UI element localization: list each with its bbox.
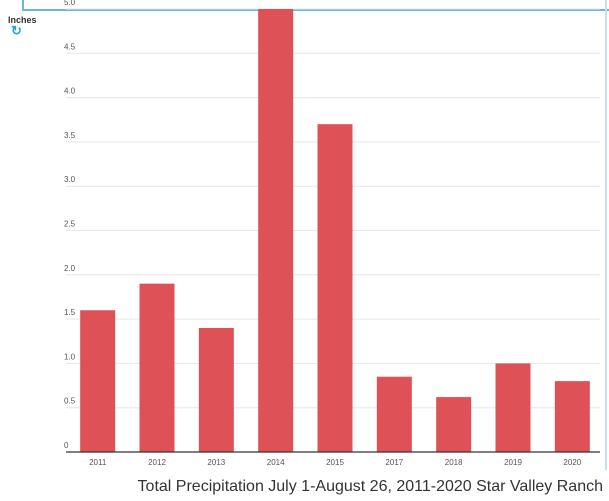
y-axis-unit-label: Inches xyxy=(8,15,37,25)
frame-side-rule xyxy=(605,0,607,470)
bar-2019[interactable] xyxy=(495,363,531,452)
y-tick-label: 1.5 xyxy=(64,308,76,317)
y-tick-label: 2.5 xyxy=(64,220,76,229)
bar-chart: 0 0.5 1.0 1.5 2.0 2.5 3.0 3.5 4.0 4.5 5.0 2011 2012 2… xyxy=(64,0,600,467)
refresh-icon[interactable]: ↻ xyxy=(11,23,22,38)
y-tick-label: 0.5 xyxy=(64,397,76,406)
x-tick-label: 2015 xyxy=(326,458,344,467)
bar-2014[interactable] xyxy=(258,9,294,452)
bar-2018[interactable] xyxy=(436,397,472,452)
x-tick-label: 2013 xyxy=(207,458,225,467)
y-tick-label: 4.5 xyxy=(64,42,76,51)
y-tick-label: 1.0 xyxy=(64,352,76,361)
frame-top-rule xyxy=(22,9,609,11)
y-tick-label: 0 xyxy=(64,441,69,450)
y-tick-label: 3.0 xyxy=(64,175,76,184)
x-tick-label: 2018 xyxy=(445,458,463,467)
x-tick-label: 2020 xyxy=(563,458,581,467)
y-tick-label: 5.0 xyxy=(64,0,76,7)
bar-2015[interactable] xyxy=(317,124,353,453)
bar-2011[interactable] xyxy=(80,310,116,452)
x-tick-label: 2012 xyxy=(148,458,166,467)
y-tick-label: 4.0 xyxy=(64,87,76,96)
x-tick-label: 2019 xyxy=(504,458,522,467)
bar-2012[interactable] xyxy=(139,283,175,452)
x-tick-label: 2011 xyxy=(89,458,107,467)
chart-caption: Total Precipitation July 1-August 26, 20… xyxy=(137,478,603,495)
bar-2017[interactable] xyxy=(376,376,412,452)
bar-2020[interactable] xyxy=(554,381,590,452)
y-tick-label: 2.0 xyxy=(64,264,76,273)
x-tick-label: 2017 xyxy=(385,458,403,467)
bar-2013[interactable] xyxy=(198,327,234,452)
frame-left-rule xyxy=(22,0,24,10)
y-tick-label: 3.5 xyxy=(64,131,76,140)
x-tick-label: 2014 xyxy=(267,458,285,467)
